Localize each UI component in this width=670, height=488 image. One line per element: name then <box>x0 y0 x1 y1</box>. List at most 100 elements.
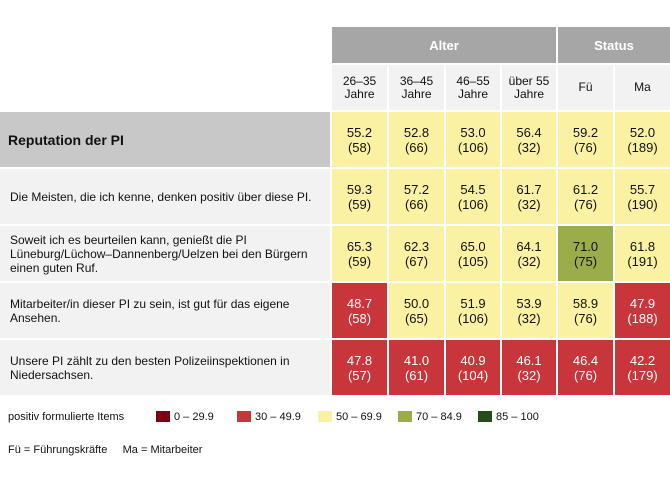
cell-count: (32) <box>517 196 541 212</box>
column-header-label: Ma <box>634 80 651 94</box>
legend-swatch <box>318 411 332 422</box>
group-header-status-label: Status <box>594 37 634 53</box>
cell-count: (58) <box>347 310 372 326</box>
cell-value: 64.1 <box>516 238 542 254</box>
cell-count: (104) <box>457 367 489 383</box>
table-cell: 53.9 (32) <box>502 283 556 338</box>
cell-value: 57.2 <box>403 181 430 197</box>
cell-value: 56.4 <box>516 124 542 140</box>
row-label-text: Soweit ich es beurteilen kann, genießt d… <box>10 232 308 275</box>
cell-value: 46.1 <box>516 352 542 368</box>
cell-count: (179) <box>627 367 658 383</box>
table-cell: 42.2 (179) <box>615 340 670 395</box>
table-cell: 48.7 (58) <box>332 283 387 338</box>
legend-swatch <box>237 411 251 422</box>
cell-value: 53.9 <box>516 295 542 311</box>
table-cell: 71.0 (75) <box>558 226 613 281</box>
table-cell: 65.0 (105) <box>446 226 500 281</box>
table-cell: 64.1 (32) <box>502 226 556 281</box>
cell-count: (32) <box>517 310 541 326</box>
table-cell: 61.8 (191) <box>615 226 670 281</box>
column-header-label: 26–35 Jahre <box>342 73 377 101</box>
cell-count: (58) <box>347 139 372 155</box>
cell-value: 55.2 <box>346 124 373 140</box>
group-header-alter: Alter <box>332 27 556 63</box>
section-header-label: Reputation der PI <box>0 112 330 167</box>
table-cell: 56.4 (32) <box>502 112 556 167</box>
legend-swatch <box>398 411 412 422</box>
cell-count: (65) <box>404 310 429 326</box>
cell-value: 53.0 <box>460 124 486 140</box>
cell-count: (32) <box>517 253 541 269</box>
table-cell: 59.3 (59) <box>332 169 387 224</box>
cell-value: 55.7 <box>629 181 656 197</box>
table-cell: 46.4 (76) <box>558 340 613 395</box>
cell-count: (76) <box>573 310 598 326</box>
cell-count: (188) <box>627 310 658 326</box>
table-cell: 57.2 (66) <box>389 169 444 224</box>
column-header-6: Ma <box>615 65 670 110</box>
cell-value: 61.7 <box>516 181 542 197</box>
legend-label: 85 – 100 <box>496 411 539 423</box>
cell-value: 52.0 <box>629 124 656 140</box>
cell-count: (59) <box>347 196 372 212</box>
table-cell: 50.0 (65) <box>389 283 444 338</box>
table-cell: 61.7 (32) <box>502 169 556 224</box>
cell-value: 41.0 <box>403 352 430 368</box>
cell-count: (66) <box>404 196 429 212</box>
legend-title: positiv formulierte Items <box>8 411 125 423</box>
cell-count: (190) <box>627 196 658 212</box>
table-cell: 47.8 (57) <box>332 340 387 395</box>
cell-value: 59.2 <box>572 124 599 140</box>
cell-value: 47.9 <box>629 295 656 311</box>
row-label: Mitarbeiter/in dieser PI zu sein, ist gu… <box>0 283 330 338</box>
legend-label: 30 – 49.9 <box>255 411 301 423</box>
table-cell: 62.3 (67) <box>389 226 444 281</box>
table-cell: 65.3 (59) <box>332 226 387 281</box>
cell-count: (106) <box>457 196 489 212</box>
cell-count: (106) <box>457 139 489 155</box>
cell-count: (59) <box>347 253 372 269</box>
table-cell: 54.5 (106) <box>446 169 500 224</box>
cell-value: 51.9 <box>460 295 486 311</box>
legend-label: 0 – 29.9 <box>174 411 214 423</box>
cell-count: (66) <box>404 139 429 155</box>
column-header-1: 26–35 Jahre <box>332 65 387 110</box>
table-cell: 52.8 (66) <box>389 112 444 167</box>
column-header-label: 46–55 Jahre <box>456 73 490 101</box>
table-cell: 52.0 (189) <box>615 112 670 167</box>
cell-count: (106) <box>457 310 489 326</box>
cell-value: 47.8 <box>346 352 373 368</box>
cell-value: 46.4 <box>572 352 599 368</box>
cell-count: (67) <box>404 253 429 269</box>
legend-swatch <box>478 411 492 422</box>
row-label: Unsere PI zählt zu den besten Polizeiins… <box>0 340 330 395</box>
table-cell: 47.9 (188) <box>615 283 670 338</box>
footnote: Fü = Führungskräfte Ma = Mitarbeiter <box>8 444 203 456</box>
cell-value: 40.9 <box>460 352 486 368</box>
cell-value: 59.3 <box>346 181 373 197</box>
cell-value: 48.7 <box>346 295 373 311</box>
table-cell: 51.9 (106) <box>446 283 500 338</box>
cell-count: (76) <box>573 367 598 383</box>
cell-count: (76) <box>573 139 598 155</box>
row-label-text: Reputation der PI <box>8 131 124 148</box>
cell-count: (32) <box>517 367 541 383</box>
table-cell: 41.0 (61) <box>389 340 444 395</box>
cell-count: (32) <box>517 139 541 155</box>
row-label: Die Meisten, die ich kenne, denken posit… <box>0 169 330 224</box>
row-label-text: Unsere PI zählt zu den besten Polizeiins… <box>10 353 290 382</box>
cell-count: (105) <box>457 253 489 269</box>
cell-count: (75) <box>573 253 598 269</box>
table-cell: 53.0 (106) <box>446 112 500 167</box>
cell-count: (191) <box>627 253 658 269</box>
column-header-4: über 55 Jahre <box>502 65 556 110</box>
column-header-label: 36–45 Jahre <box>399 73 434 101</box>
legend-label: 50 – 69.9 <box>336 411 382 423</box>
table-cell: 55.7 (190) <box>615 169 670 224</box>
cell-value: 50.0 <box>403 295 430 311</box>
table-cell: 40.9 (104) <box>446 340 500 395</box>
row-label: Soweit ich es beurteilen kann, genießt d… <box>0 226 330 281</box>
row-label-text: Mitarbeiter/in dieser PI zu sein, ist gu… <box>10 296 290 325</box>
column-header-label: über 55 Jahre <box>508 73 550 101</box>
